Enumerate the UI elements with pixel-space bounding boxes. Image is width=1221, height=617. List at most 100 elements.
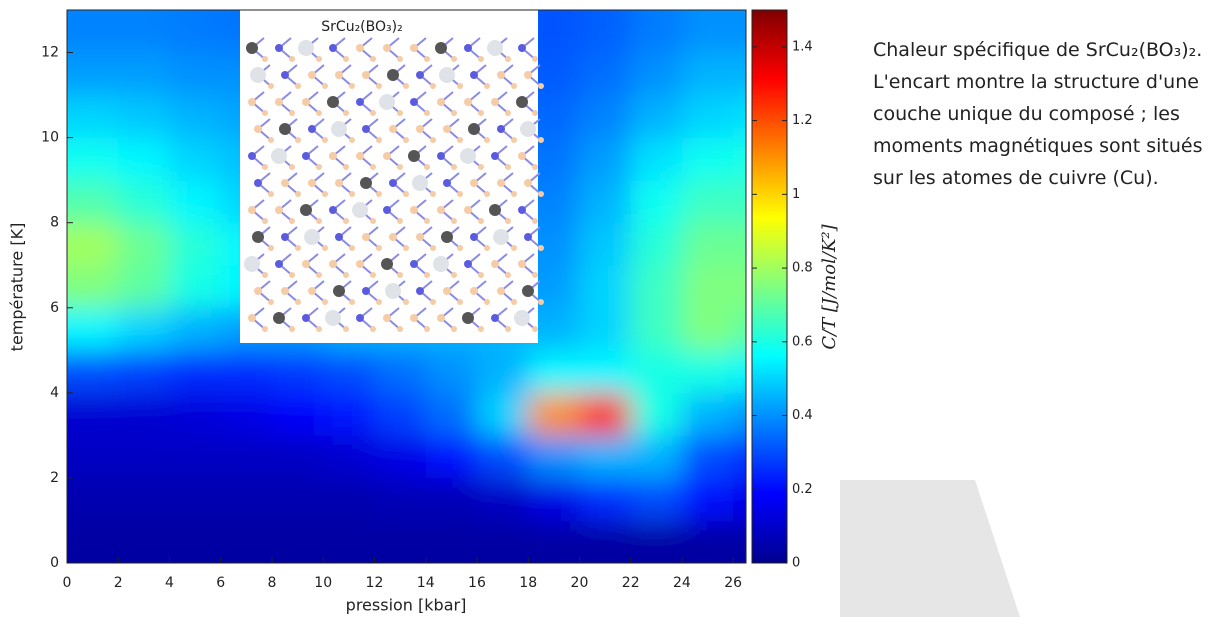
inset-atom [532, 326, 538, 332]
inset-atom [370, 272, 376, 278]
heatmap-cell [67, 137, 119, 181]
heatmap-cell [681, 180, 734, 224]
inset-atom [308, 287, 316, 295]
inset-atom [248, 98, 256, 106]
heatmap-cell [579, 265, 632, 309]
inset-atom [335, 179, 343, 187]
inset-atom [343, 164, 349, 170]
heatmap-cell [220, 520, 273, 563]
inset-atom [343, 110, 349, 116]
heatmap-cell [579, 137, 632, 181]
inset-atom [322, 191, 328, 197]
heatmap-cell [425, 477, 478, 521]
decor-shape [840, 480, 1020, 617]
heatmap-cell [630, 392, 683, 436]
inset-atom [433, 256, 449, 272]
inset-atom [410, 44, 418, 52]
inset-atom [410, 206, 418, 214]
heatmap-cell [681, 95, 734, 139]
inset-atom [300, 204, 312, 216]
inset-atom [511, 299, 517, 305]
heatmap-cell [681, 222, 734, 266]
inset-atom [262, 218, 268, 224]
inset-atom [424, 164, 430, 170]
inset-atom [410, 98, 418, 106]
heatmap-cell [681, 392, 734, 436]
inset-atom [370, 56, 376, 62]
inset: SrCu₂(BO₃)₂ [240, 10, 544, 343]
inset-atom [327, 96, 339, 108]
inset-atom [397, 110, 403, 116]
inset-atom [518, 152, 526, 160]
inset-atom [329, 44, 337, 52]
inset-atom [518, 260, 526, 268]
inset-atom [331, 121, 347, 137]
inset-atom [410, 260, 418, 268]
inset-atom [370, 164, 376, 170]
inset-atom [478, 272, 484, 278]
inset-atom [457, 245, 463, 251]
inset-atom [511, 245, 517, 251]
inset-atom [524, 71, 532, 79]
inset-atom [289, 110, 295, 116]
inset-atom [254, 287, 262, 295]
x-tick-label: 8 [268, 575, 277, 591]
inset-atom [322, 299, 328, 305]
inset-atom [389, 125, 397, 133]
heatmap-cell [323, 477, 375, 521]
heatmap-cell [476, 350, 529, 394]
inset-atom [376, 245, 382, 251]
inset-atom [248, 206, 256, 214]
inset-atom [335, 71, 343, 79]
inset-atom [298, 40, 314, 56]
inset-atom [273, 312, 285, 324]
inset-atom [389, 233, 397, 241]
inset-atom [316, 56, 322, 62]
heatmap-cell [733, 95, 746, 139]
y-tick-label: 2 [50, 470, 59, 486]
y-tick-label: 10 [41, 130, 59, 146]
inset-atom [316, 272, 322, 278]
y-axis-label: température [K] [8, 223, 27, 352]
inset-atom [464, 98, 472, 106]
inset-atom [443, 125, 451, 133]
heatmap-cell [630, 52, 683, 96]
inset-atom [289, 164, 295, 170]
inset-atom [343, 326, 349, 332]
heatmap-cell [681, 520, 734, 563]
inset-atom [349, 83, 355, 89]
heatmap-cell [681, 265, 734, 309]
heatmap-cell [579, 222, 632, 266]
x-tick-label: 0 [63, 575, 72, 591]
heatmap-cell [169, 222, 222, 266]
inset-atom [468, 123, 480, 135]
inset-atom [478, 110, 484, 116]
inset-atom [457, 299, 463, 305]
inset-atom [333, 285, 345, 297]
heatmap-cell [528, 350, 580, 394]
heatmap-cell [323, 350, 375, 394]
inset-atom [457, 191, 463, 197]
y-tick-label: 8 [50, 215, 59, 231]
inset-atom [295, 137, 301, 143]
x-tick-label: 10 [314, 575, 332, 591]
y-tick-label: 6 [50, 300, 59, 316]
heatmap-cell [733, 137, 746, 181]
heatmap-cell [220, 350, 273, 394]
inset-atom [511, 83, 517, 89]
inset-atom [397, 272, 403, 278]
x-tick-label: 26 [724, 575, 742, 591]
inset-atom [424, 272, 430, 278]
heatmap-cell [425, 520, 478, 563]
inset-atom [329, 152, 337, 160]
heatmap-cell [169, 52, 222, 96]
inset-atom [497, 125, 505, 133]
inset-atom [532, 56, 538, 62]
heatmap-cell [425, 392, 478, 436]
heatmap-cell [579, 350, 632, 394]
heatmap-cell [733, 350, 746, 394]
heatmap-cell [169, 520, 222, 563]
inset-atom [470, 287, 478, 295]
heatmap-cell [118, 10, 170, 54]
x-tick-label: 16 [468, 575, 486, 591]
